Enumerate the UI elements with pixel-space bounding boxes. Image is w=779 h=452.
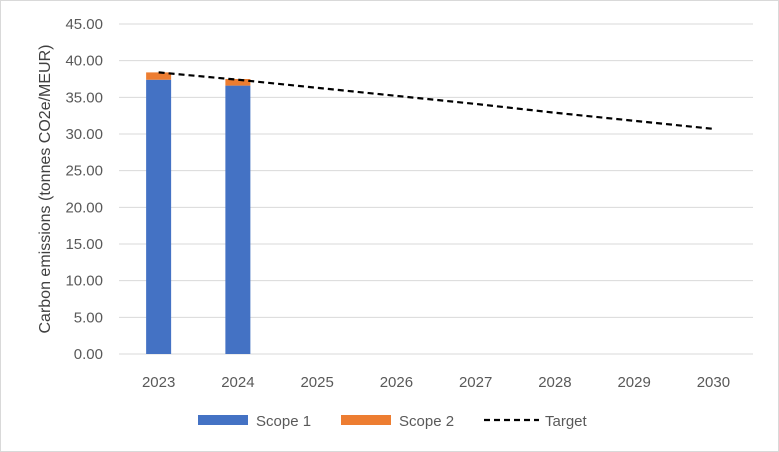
y-tick-label: 35.00: [65, 89, 103, 106]
x-tick-label: 2026: [380, 374, 413, 391]
y-tick-label: 10.00: [65, 273, 103, 290]
y-tick-label: 5.00: [74, 309, 103, 326]
x-tick-label: 2023: [142, 374, 175, 391]
y-tick-label: 20.00: [65, 199, 103, 216]
gridlines: [119, 23, 753, 355]
bar-scope-1-2023: [146, 79, 172, 354]
x-tick-label: 2025: [300, 374, 333, 391]
y-tick-label: 40.00: [65, 53, 103, 70]
x-tick-label: 2028: [538, 374, 571, 391]
y-tick-label: 0.00: [74, 346, 103, 363]
bar-scope-2-2023: [146, 72, 172, 80]
bars: [146, 72, 251, 354]
legend: Scope 1 Scope 2 Target: [198, 413, 588, 430]
legend-swatch-scope-1: [198, 415, 248, 425]
x-tick-label: 2024: [221, 374, 254, 391]
y-axis-title: Carbon emissions (tonnes CO2e/MEUR): [37, 45, 54, 334]
y-axis: 0.00 5.00 10.00 15.00 20.00 25.00 30.00 35.00 40…: [65, 16, 103, 363]
legend-label-target: Target: [545, 413, 588, 430]
legend-label-scope-1: Scope 1: [256, 413, 311, 430]
legend-swatch-scope-2: [341, 415, 391, 425]
x-tick-label: 2030: [697, 374, 730, 391]
y-tick-label: 45.00: [65, 16, 103, 33]
bar-scope-2-2024: [225, 79, 251, 86]
legend-label-scope-2: Scope 2: [399, 413, 454, 430]
target-line-layer: [158, 71, 714, 130]
y-tick-label: 25.00: [65, 163, 103, 180]
y-tick-label: 30.00: [65, 126, 103, 143]
x-tick-label: 2029: [617, 374, 650, 391]
x-tick-label: 2027: [459, 374, 492, 391]
y-tick-label: 15.00: [65, 236, 103, 253]
target-line: [158, 71, 714, 130]
bar-scope-1-2024: [225, 85, 251, 354]
x-axis: 2023 2024 2025 2026 2027 2028 2029 2030: [142, 374, 730, 391]
